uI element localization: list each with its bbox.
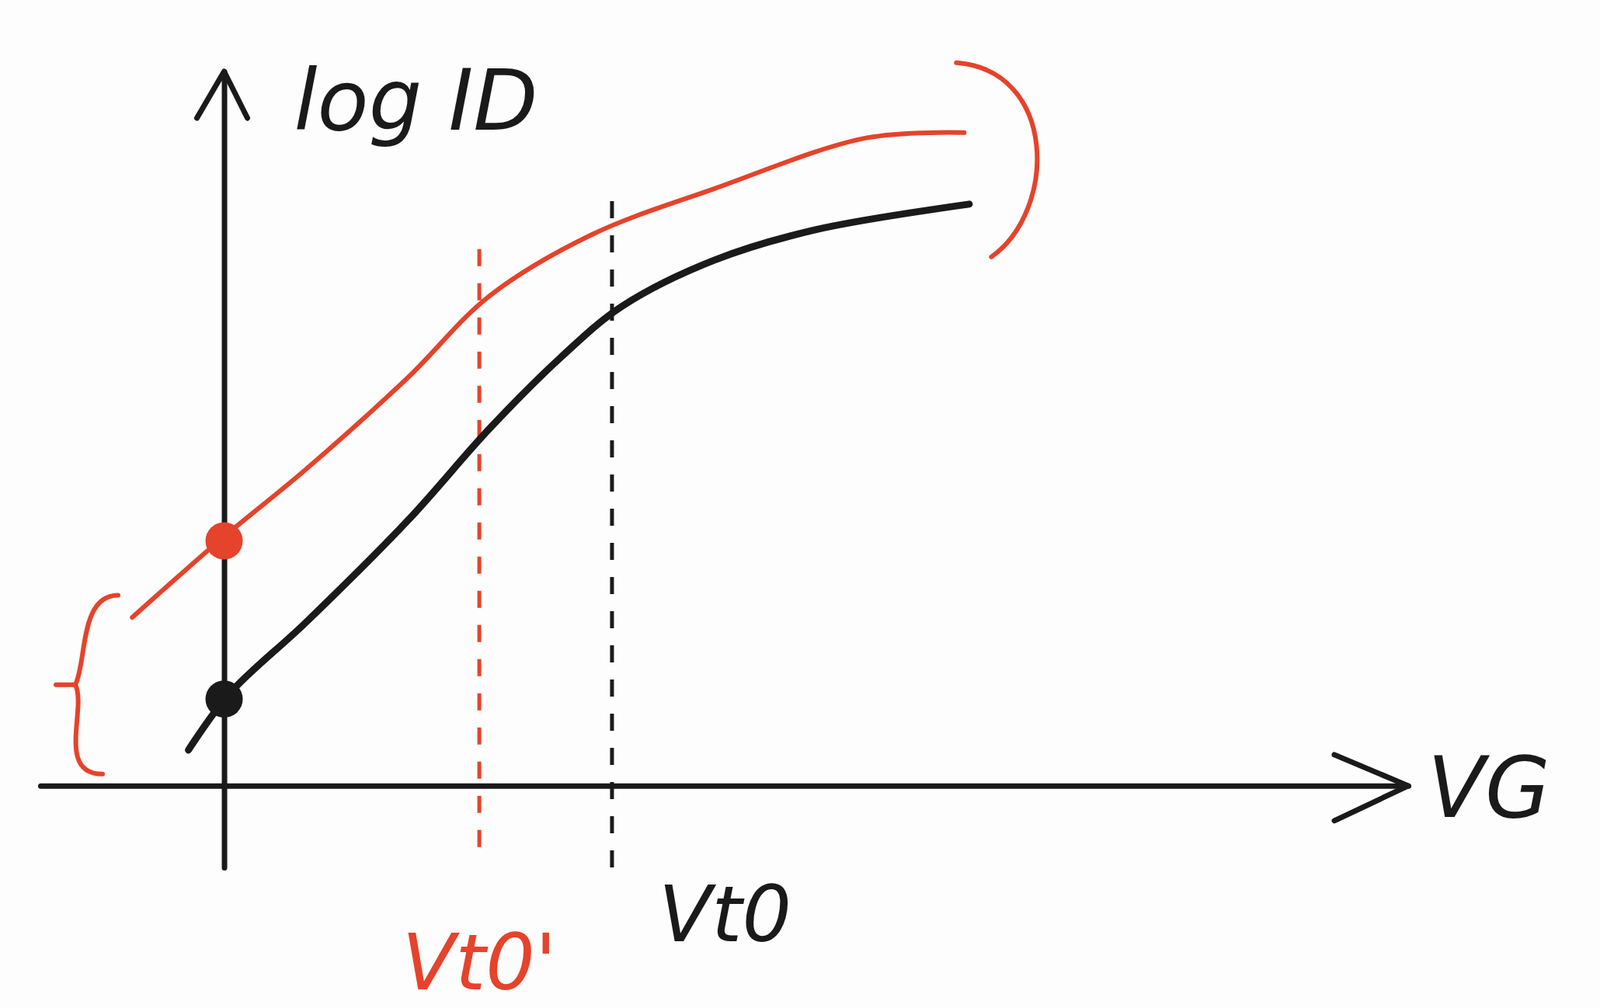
brace bbox=[75, 594, 119, 774]
y-axis bbox=[224, 72, 226, 869]
bracket bbox=[956, 62, 1037, 258]
decorations bbox=[55, 62, 1037, 775]
chart: log ID VG Vt0 Vt0' bbox=[0, 0, 1600, 1008]
intercept-point bbox=[205, 521, 244, 560]
threshold-line bbox=[609, 194, 614, 868]
intercept-point bbox=[205, 680, 244, 718]
curve bbox=[132, 132, 964, 618]
brace-tip bbox=[55, 682, 76, 688]
axis-arrows bbox=[197, 71, 1409, 821]
threshold-label: Vt0' bbox=[402, 917, 557, 1008]
y-axis-title: log ID bbox=[294, 52, 539, 150]
curve bbox=[188, 204, 970, 751]
plot-area bbox=[132, 132, 970, 868]
y-arrow bbox=[197, 71, 248, 119]
x-arrow bbox=[1334, 754, 1409, 821]
threshold-line bbox=[477, 234, 482, 847]
axis-line bbox=[41, 783, 1409, 790]
axis-line bbox=[222, 72, 228, 869]
threshold-label: Vt0 bbox=[658, 869, 792, 960]
labels: log ID VG Vt0 Vt0' bbox=[294, 52, 1551, 1008]
x-axis-title: VG bbox=[1427, 739, 1551, 837]
x-axis bbox=[41, 786, 1409, 787]
